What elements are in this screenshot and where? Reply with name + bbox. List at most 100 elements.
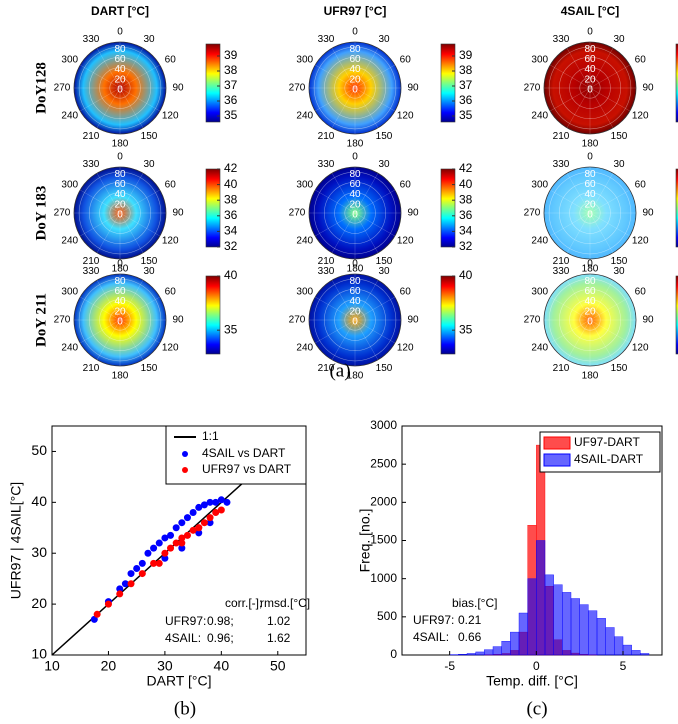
annotation-title: bias.[°C] — [452, 596, 497, 610]
angle-grid — [80, 87, 121, 112]
radial-label: 60 — [349, 54, 361, 65]
angle-label: 120 — [632, 343, 649, 354]
angle-grid — [119, 319, 160, 344]
y-tick-label: 1500 — [370, 533, 397, 547]
histogram-bar — [570, 598, 580, 656]
scatter-point — [178, 539, 186, 547]
colorbar-tick-label: 39 — [459, 48, 473, 62]
angle-grid — [331, 280, 356, 321]
angle-label: 150 — [611, 363, 628, 374]
radial-grid — [89, 289, 151, 351]
angle-label: 180 — [582, 371, 599, 382]
colorbar-tick-label: 38 — [224, 63, 238, 77]
radial-grid — [559, 182, 621, 244]
angle-grid — [354, 296, 395, 321]
angle-label: 30 — [378, 34, 390, 45]
histogram-bar — [536, 540, 546, 656]
radial-label: 80 — [114, 276, 126, 287]
scatter-point — [189, 526, 197, 534]
colorbar-tick-label: 35 — [224, 108, 238, 122]
radial-label: 40 — [584, 189, 596, 200]
angle-label: 330 — [553, 34, 570, 45]
angle-grid — [550, 87, 591, 112]
caption: (c) — [526, 698, 547, 719]
scatter-point — [206, 514, 214, 522]
radial-label: 20 — [349, 74, 361, 85]
radial-label: 80 — [584, 44, 596, 55]
histogram-bar — [466, 653, 476, 656]
angle-grid — [80, 189, 121, 214]
angle-grid — [354, 212, 395, 237]
angle-label: 210 — [83, 363, 100, 374]
angle-grid — [566, 319, 591, 360]
angle-label: 300 — [296, 180, 313, 191]
column-title: DART [°C] — [91, 4, 149, 18]
angle-grid — [315, 296, 356, 321]
scatter-point — [195, 503, 203, 511]
angle-label: 270 — [54, 83, 71, 94]
radial-grid — [109, 202, 131, 224]
colorbar-tick-label: 35 — [224, 322, 238, 336]
scatter-point — [223, 498, 231, 506]
colorbar-tick-label: 38 — [459, 63, 473, 77]
radial-label: 0 — [117, 210, 123, 221]
colorbar-tick-label: 35 — [459, 108, 473, 122]
angle-label: 30 — [378, 266, 390, 277]
angle-label: 120 — [162, 111, 179, 122]
x-tick-label: 20 — [101, 658, 117, 674]
angle-label: 30 — [613, 266, 625, 277]
scatter-point — [189, 509, 197, 517]
angle-grid — [119, 280, 144, 321]
colorbar-tick-label: 40 — [224, 177, 238, 191]
radial-grid — [99, 299, 141, 341]
angle-grid — [589, 212, 614, 253]
angle-grid — [80, 296, 121, 321]
scatter-point — [200, 519, 208, 527]
radial-label: 20 — [584, 306, 596, 317]
radial-grid — [334, 67, 376, 109]
histogram-bar — [501, 641, 511, 656]
polar-map — [308, 273, 402, 367]
stats-header: rmsd.[°C] — [260, 596, 310, 610]
angle-label: 150 — [376, 256, 393, 267]
angle-label: 300 — [61, 287, 78, 298]
radial-label: 40 — [584, 296, 596, 307]
scatter-point — [138, 570, 146, 578]
bias-label: UFR97: — [413, 613, 454, 627]
radial-grid — [334, 299, 376, 341]
y-tick-label: 3000 — [370, 418, 397, 432]
radial-label: 20 — [114, 306, 126, 317]
colorbar — [675, 168, 678, 248]
angle-grid — [354, 87, 379, 128]
angle-label: 120 — [632, 111, 649, 122]
polar-map — [73, 41, 167, 135]
radial-label: 60 — [584, 54, 596, 65]
angle-grid — [566, 87, 591, 128]
angle-label: 300 — [531, 287, 548, 298]
x-tick-label: 40 — [214, 658, 230, 674]
histogram-bar — [596, 618, 606, 656]
radial-grid — [334, 192, 376, 234]
radial-label: 80 — [584, 276, 596, 287]
radial-label: 80 — [114, 169, 126, 180]
radial-label: 0 — [587, 85, 593, 96]
angle-grid — [96, 87, 121, 128]
x-tick-label: 30 — [157, 658, 173, 674]
radial-label: 0 — [352, 317, 358, 328]
legend-swatch — [543, 436, 571, 450]
angle-grid — [119, 189, 160, 214]
radial-label: 20 — [584, 74, 596, 85]
scatter-point — [217, 496, 225, 504]
stats-header: corr.[-]; — [225, 596, 262, 610]
radial-grid — [579, 77, 601, 99]
scatter-point — [127, 580, 135, 588]
colorbar-tick-label: 42 — [224, 161, 238, 175]
radial-grid — [324, 57, 386, 119]
colorbar-tick-label: 32 — [224, 239, 238, 253]
radial-grid — [579, 202, 601, 224]
scatter-point — [133, 564, 141, 572]
legend-box — [165, 425, 307, 485]
angle-label: 150 — [611, 256, 628, 267]
angle-label: 240 — [61, 236, 78, 247]
